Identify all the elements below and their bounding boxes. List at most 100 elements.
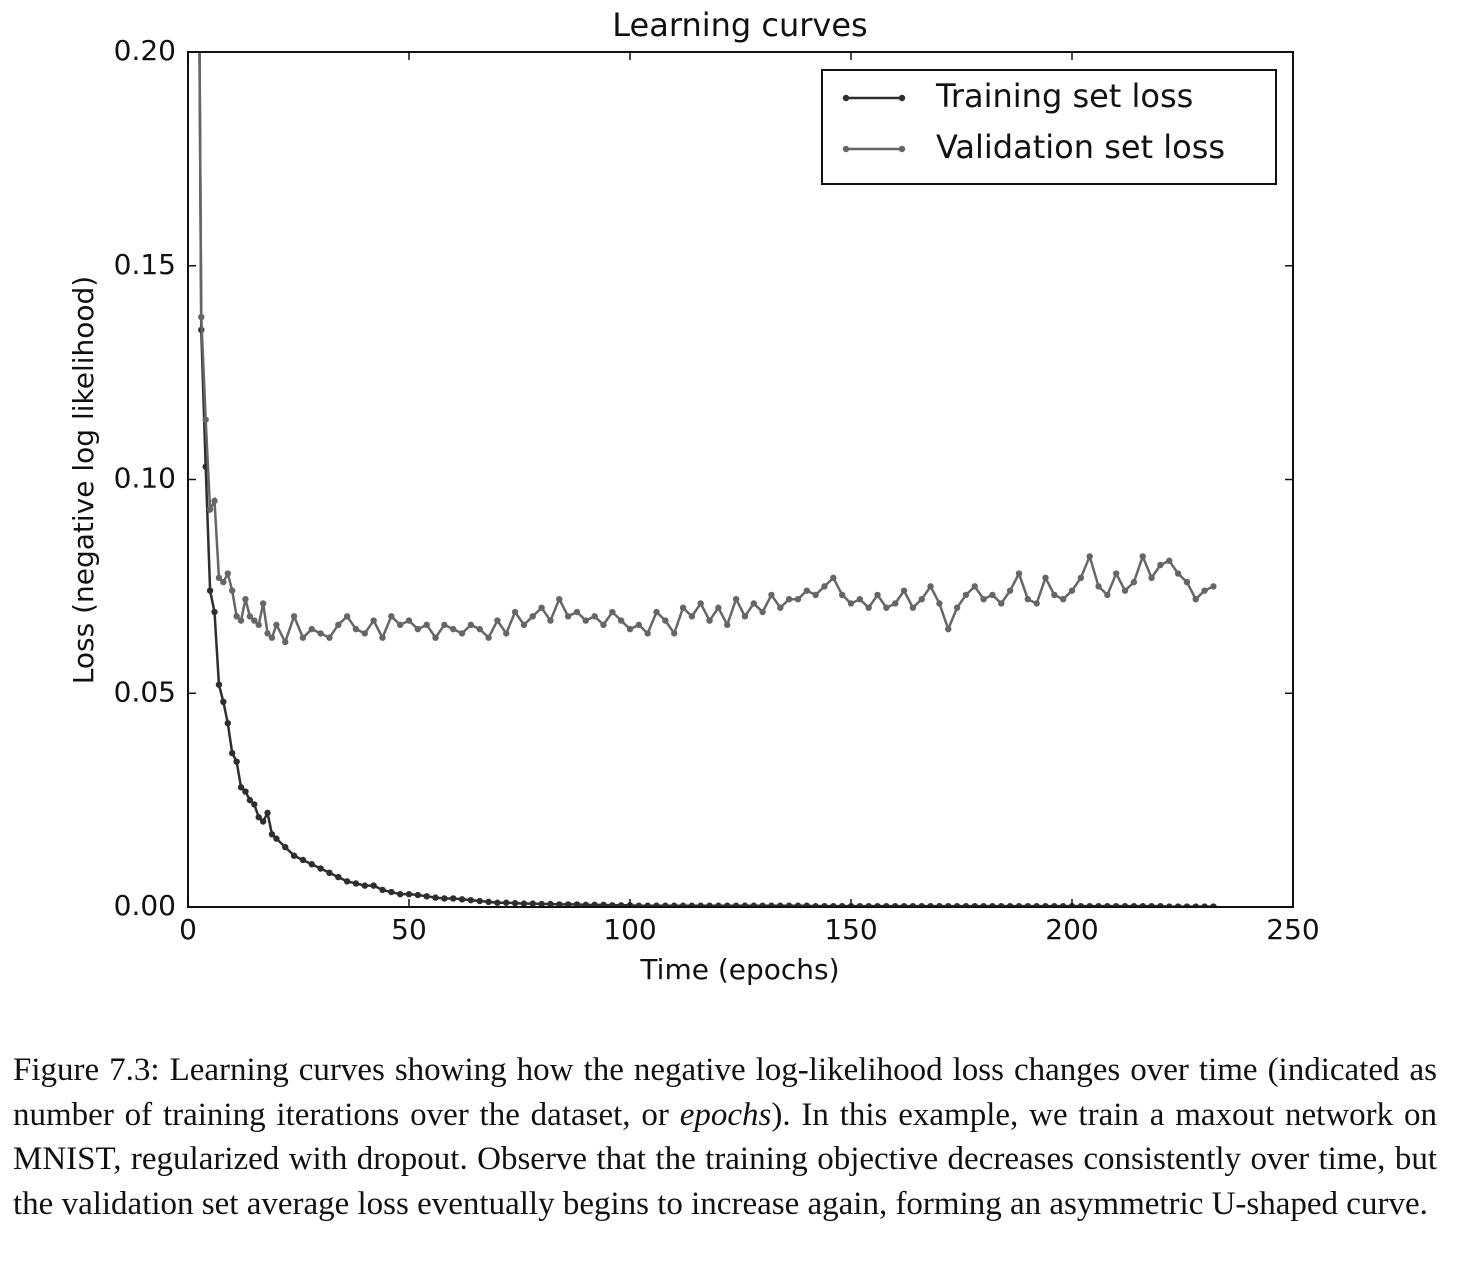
data-point [268,831,276,838]
data-point [777,902,784,907]
data-point [909,604,917,611]
data-point [361,630,368,637]
data-point [379,886,386,894]
y-tick-label: 0.15 [114,248,176,281]
data-point [1068,587,1076,594]
data-point [246,796,254,804]
data-point [768,902,775,907]
data-point [229,749,236,757]
data-point [679,604,687,611]
data-point [423,621,430,629]
data-point [1095,902,1102,907]
legend-marker [898,94,906,102]
data-point [503,899,510,906]
legend-box [821,69,1277,185]
data-point [259,818,267,825]
data-point [379,634,386,641]
data-point [290,852,298,859]
data-point [732,902,740,907]
data-point [215,681,223,688]
data-point [1024,902,1031,907]
data-point [635,621,643,629]
data-point [874,902,881,907]
data-point [591,901,598,907]
data-point [317,865,324,872]
data-point [688,613,696,620]
data-point [874,591,881,599]
data-point [1104,591,1111,599]
data-point [1015,570,1023,577]
data-point [326,634,333,641]
data-point [1139,902,1146,907]
data-point [918,596,925,603]
data-point [617,617,625,624]
data-point [865,902,872,907]
data-point [1042,902,1049,907]
data-point [352,880,360,887]
data-point [326,869,333,876]
data-point [220,698,227,705]
data-point [706,902,713,907]
data-point [750,600,757,607]
data-point [1086,553,1093,560]
x-tick-label: 250 [1266,913,1319,946]
data-point [953,604,961,611]
y-tick-label: 0.00 [114,889,176,922]
data-point [273,621,280,629]
data-point [617,902,625,907]
data-point [255,814,262,821]
data-point [467,621,475,629]
data-point [600,901,607,907]
data-point [529,613,536,620]
data-point [335,621,342,629]
chart: Learning curves Time (epochs) Loss (nega… [67,6,1320,986]
data-point [414,625,422,633]
data-point [264,630,271,637]
data-point [229,587,236,594]
data-point [582,901,589,907]
data-point [892,902,899,907]
data-point [268,634,276,641]
data-point [242,596,249,603]
data-point [962,902,970,907]
data-point [458,630,466,637]
data-point [388,888,395,896]
data-point [1077,902,1085,907]
data-point [423,893,430,900]
data-point [980,596,987,603]
data-point [1113,570,1120,577]
legend-label: Training set loss [935,77,1193,115]
data-point [1130,902,1138,907]
data-point [1157,561,1164,569]
data-point [953,902,961,907]
data-point [777,604,784,611]
data-point [564,901,572,907]
data-point [794,902,802,907]
data-point [1148,574,1155,582]
data-point [441,895,448,902]
data-point [1077,574,1085,582]
data-point [697,600,704,607]
data-point [467,896,475,904]
data-point [564,613,572,620]
data-point [414,891,422,899]
data-point [1166,557,1173,564]
data-point [821,583,828,590]
data-point [918,902,925,907]
data-point [653,608,660,616]
data-point [264,809,271,817]
data-point [450,895,457,902]
data-point [1183,578,1191,586]
data-point [883,902,890,907]
caption: Figure 7.3: Learning curves showing how … [13,1048,1437,1226]
data-point [299,856,307,864]
data-point [370,882,377,889]
data-point [1210,583,1217,590]
data-point [945,625,952,633]
data-point [892,600,899,607]
data-point [1130,578,1138,586]
data-point [600,621,607,629]
data-point [511,899,519,907]
data-point [1095,583,1102,590]
data-point [529,900,536,907]
